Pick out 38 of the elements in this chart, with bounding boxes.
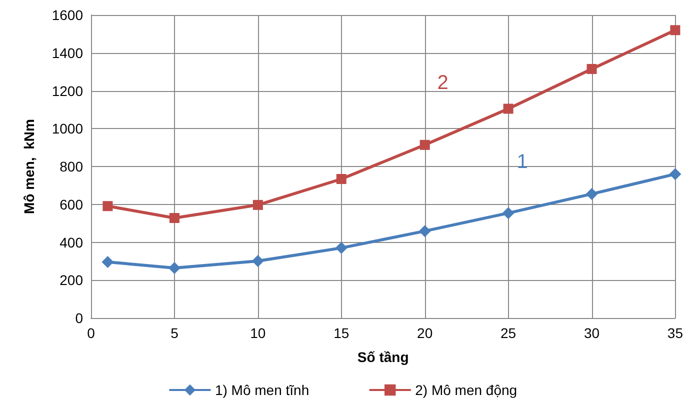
annotation: 2 <box>437 72 448 94</box>
point <box>670 25 680 36</box>
point <box>336 174 346 184</box>
y-tick-label: 200 <box>60 272 84 288</box>
point <box>418 225 431 238</box>
point <box>586 64 597 74</box>
y-tick-label: 1000 <box>52 120 84 137</box>
point <box>168 262 180 274</box>
point <box>252 255 264 267</box>
y-axis-title: Mô men, kNm <box>21 119 37 214</box>
legend-label: 2) Mô men động <box>415 382 518 398</box>
point <box>252 200 263 210</box>
x-tick-label: 15 <box>334 325 350 341</box>
x-tick-label: 35 <box>667 325 684 341</box>
y-tick-label: 1400 <box>52 44 84 61</box>
y-tick-label: 800 <box>60 158 84 174</box>
y-tick-label: 1600 <box>52 7 84 23</box>
point <box>669 168 682 180</box>
y-tick-label: 0 <box>75 310 84 326</box>
point <box>102 256 114 268</box>
x-tick-label: 5 <box>170 325 179 341</box>
legend-label: 1) Mô men tĩnh <box>214 382 310 398</box>
y-tick-label: 1200 <box>52 82 84 99</box>
point <box>503 104 514 114</box>
x-axis-title: Số tầng <box>357 349 409 365</box>
x-tick-label: 0 <box>87 325 96 341</box>
point <box>102 201 113 212</box>
point <box>335 242 348 254</box>
y-tick-label: 600 <box>60 196 84 212</box>
x-tick-label: 25 <box>500 325 516 341</box>
point <box>502 207 514 220</box>
y-tick-label: 400 <box>60 234 84 250</box>
x-tick-label: 20 <box>417 325 433 341</box>
x-tick-label: 10 <box>250 325 266 341</box>
point <box>420 140 430 150</box>
x-tick-label: 30 <box>584 325 600 341</box>
point <box>169 213 180 224</box>
point <box>586 188 598 200</box>
